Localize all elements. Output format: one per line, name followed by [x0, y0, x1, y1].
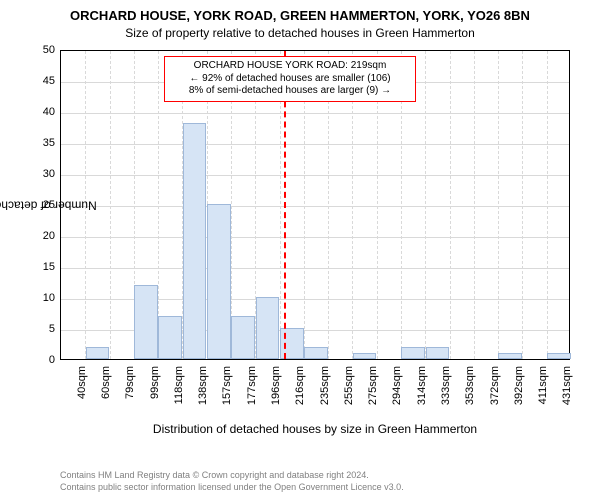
- page-title: ORCHARD HOUSE, YORK ROAD, GREEN HAMMERTO…: [0, 8, 600, 23]
- y-gridline: [61, 144, 569, 145]
- footer-line-1: Contains HM Land Registry data © Crown c…: [60, 470, 404, 482]
- bar: [426, 347, 450, 359]
- y-gridline: [61, 268, 569, 269]
- title-text: ORCHARD HOUSE, YORK ROAD, GREEN HAMMERTO…: [70, 8, 530, 23]
- y-tick-label: 40: [30, 106, 55, 118]
- y-gridline: [61, 113, 569, 114]
- bar: [353, 353, 377, 359]
- y-gridline: [61, 175, 569, 176]
- x-tick-label: 157sqm: [221, 366, 233, 426]
- x-gridline: [522, 51, 523, 359]
- bar: [207, 204, 231, 359]
- bar: [256, 297, 280, 359]
- x-tick-label: 118sqm: [173, 366, 185, 426]
- footer-line-2: Contains public sector information licen…: [60, 482, 404, 494]
- x-tick-label: 333sqm: [440, 366, 452, 426]
- x-tick-label: 99sqm: [149, 366, 161, 426]
- bar: [280, 328, 304, 359]
- x-gridline: [474, 51, 475, 359]
- x-tick-label: 138sqm: [197, 366, 209, 426]
- x-tick-label: 294sqm: [391, 366, 403, 426]
- bar: [498, 353, 522, 359]
- y-tick-label: 45: [30, 75, 55, 87]
- x-tick-label: 60sqm: [100, 366, 112, 426]
- y-tick-label: 20: [30, 230, 55, 242]
- x-gridline: [450, 51, 451, 359]
- x-gridline: [547, 51, 548, 359]
- y-tick-label: 10: [30, 292, 55, 304]
- y-tick-label: 35: [30, 137, 55, 149]
- y-axis-label: Number of detached properties: [0, 197, 169, 213]
- y-gridline: [61, 237, 569, 238]
- x-tick-label: 372sqm: [489, 366, 501, 426]
- x-tick-label: 235sqm: [319, 366, 331, 426]
- footer: Contains HM Land Registry data © Crown c…: [60, 470, 404, 493]
- x-tick-label: 255sqm: [343, 366, 355, 426]
- bar: [86, 347, 110, 359]
- y-tick-label: 15: [30, 261, 55, 273]
- annotation-box: ORCHARD HOUSE YORK ROAD: 219sqm ← 92% of…: [164, 56, 416, 102]
- x-tick-label: 275sqm: [367, 366, 379, 426]
- y-tick-label: 25: [30, 199, 55, 211]
- x-tick-label: 216sqm: [294, 366, 306, 426]
- subtitle-text: Size of property relative to detached ho…: [125, 26, 475, 40]
- x-gridline: [425, 51, 426, 359]
- bar: [304, 347, 328, 359]
- x-gridline: [498, 51, 499, 359]
- x-tick-label: 314sqm: [416, 366, 428, 426]
- bar: [231, 316, 255, 359]
- x-tick-label: 411sqm: [537, 366, 549, 426]
- bar: [158, 316, 182, 359]
- x-tick-label: 353sqm: [464, 366, 476, 426]
- y-tick-label: 0: [30, 354, 55, 366]
- annotation-line-3: 8% of semi-detached houses are larger (9…: [171, 85, 409, 98]
- bar: [401, 347, 425, 359]
- x-tick-label: 196sqm: [270, 366, 282, 426]
- x-tick-label: 40sqm: [76, 366, 88, 426]
- y-tick-label: 50: [30, 44, 55, 56]
- annotation-line-2: ← 92% of detached houses are smaller (10…: [171, 73, 409, 86]
- x-tick-label: 79sqm: [124, 366, 136, 426]
- bar: [547, 353, 571, 359]
- y-tick-label: 5: [30, 323, 55, 335]
- bar: [183, 123, 207, 359]
- x-tick-label: 177sqm: [246, 366, 258, 426]
- page-subtitle: Size of property relative to detached ho…: [0, 26, 600, 40]
- x-tick-label: 431sqm: [561, 366, 573, 426]
- x-tick-label: 392sqm: [513, 366, 525, 426]
- annotation-line-1: ORCHARD HOUSE YORK ROAD: 219sqm: [171, 60, 409, 73]
- bar: [134, 285, 158, 359]
- y-tick-label: 30: [30, 168, 55, 180]
